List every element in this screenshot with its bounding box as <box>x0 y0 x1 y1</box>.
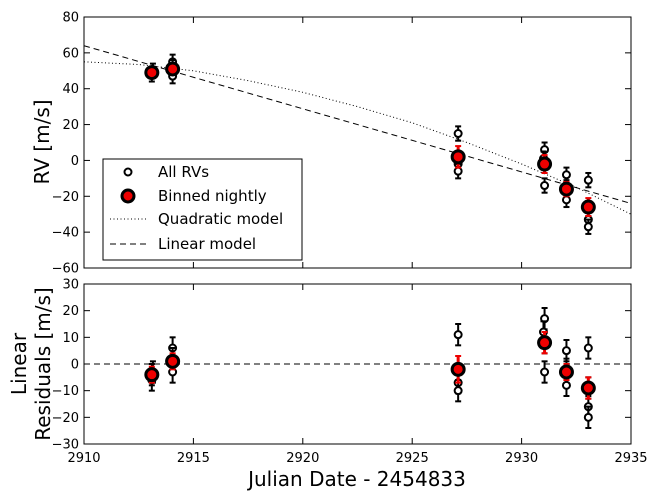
bottom-y-axis-label-line2: Residuals [m/s] <box>31 287 55 441</box>
top-rv-point-15 <box>583 175 593 185</box>
bottom-rv-point-13 <box>561 346 571 356</box>
top-axes-frame <box>83 16 632 269</box>
legend-label-binned: Binned nightly <box>158 187 267 205</box>
top-binned-point-2 <box>450 149 466 165</box>
top-rv-point-12 <box>561 170 571 180</box>
legend: All RVs Binned nightly Quadratic model L… <box>102 158 303 261</box>
top-y-tick-label-3: 0 <box>71 154 79 169</box>
top-y-tick-label-4: 20 <box>62 118 79 133</box>
top-rv-point-11 <box>540 181 550 191</box>
bottom-data-layer <box>84 307 631 429</box>
top-y-tick-label-2: −20 <box>52 190 79 205</box>
legend-label-linear: Linear model <box>158 235 256 253</box>
bottom-y-tick-label-4: 10 <box>62 331 79 346</box>
bottom-rv-point-19 <box>583 412 593 422</box>
bottom-binned-point-1 <box>165 353 181 369</box>
bottom-y-tick-label-3: 0 <box>71 358 79 373</box>
top-binned-point-0 <box>144 65 160 81</box>
top-y-tick-label-1: −40 <box>52 226 79 241</box>
bottom-binned-point-3 <box>537 335 553 351</box>
top-binned-point-3 <box>537 156 553 172</box>
x-axis-label: Julian Date - 2454833 <box>246 467 466 491</box>
top-rv-point-5 <box>453 129 463 139</box>
residuals-panel: 2910 2915 2920 2925 2930 2935 −30 −20 −10 0 10 20 30 <box>52 278 648 467</box>
bottom-rv-point-16 <box>583 343 593 353</box>
legend-marker-binned <box>120 188 136 204</box>
rv-panel: −60 −40 −20 0 20 40 60 80 <box>52 11 632 277</box>
top-y-tick-label-0: −60 <box>52 262 79 277</box>
bottom-rv-point-12 <box>540 367 550 377</box>
legend-label-quadratic: Quadratic model <box>158 210 283 228</box>
bottom-x-tick-label-4: 2930 <box>505 451 538 466</box>
bottom-x-tick-label-0: 2910 <box>67 451 100 466</box>
bottom-y-axis-label-line1: Linear <box>7 332 31 395</box>
top-binned-point-5 <box>580 199 596 215</box>
bottom-binned-point-0 <box>144 367 160 383</box>
bottom-x-tick-label-2: 2920 <box>286 451 319 466</box>
bottom-rv-point-8 <box>453 386 463 396</box>
bottom-x-tick-label-3: 2925 <box>396 451 429 466</box>
top-binned-point-1 <box>165 61 181 77</box>
top-y-tick-label-6: 60 <box>62 46 79 61</box>
bottom-binned-point-2 <box>450 361 466 377</box>
bottom-binned-point-5 <box>580 380 596 396</box>
legend-marker-all-rvs <box>123 167 133 177</box>
bottom-binned-point-4 <box>558 364 574 380</box>
bottom-x-tick-label-1: 2915 <box>177 451 210 466</box>
top-rv-point-18 <box>583 222 593 232</box>
top-data-layer <box>84 45 631 235</box>
bottom-y-tick-label-2: −10 <box>52 384 79 399</box>
top-y-tick-label-5: 40 <box>62 82 79 97</box>
legend-frame <box>102 158 303 261</box>
legend-label-all-rvs: All RVs <box>158 163 209 181</box>
top-rv-point-14 <box>561 195 571 205</box>
top-binned-point-4 <box>558 181 574 197</box>
top-y-tick-label-7: 80 <box>62 11 79 26</box>
bottom-y-tick-label-1: −20 <box>52 411 79 426</box>
bottom-y-tick-label-0: −30 <box>52 438 79 453</box>
bottom-rv-point-15 <box>561 380 571 390</box>
top-rv-point-7 <box>453 166 463 176</box>
top-y-axis-label: RV [m/s] <box>30 99 54 184</box>
bottom-x-tick-label-5: 2935 <box>614 451 647 466</box>
bottom-y-tick-label-5: 20 <box>62 304 79 319</box>
bottom-rv-point-6 <box>453 330 463 340</box>
bottom-y-tick-label-6: 30 <box>62 278 79 293</box>
